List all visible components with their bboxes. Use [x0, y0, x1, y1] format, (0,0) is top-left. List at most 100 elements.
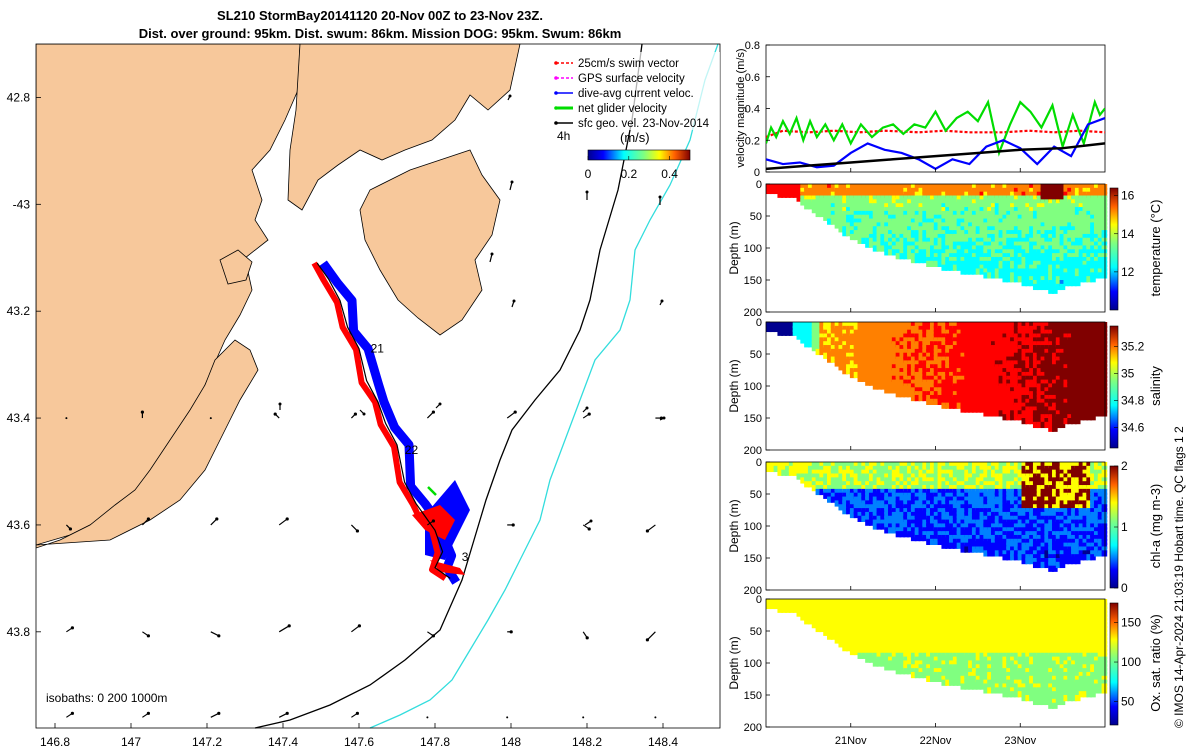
section-sample [880, 477, 887, 484]
section-sample [807, 473, 814, 480]
section-sample [846, 345, 852, 352]
section-sample [1086, 387, 1092, 394]
section-sample [979, 222, 986, 229]
section-sample [968, 322, 974, 329]
section-sample [1086, 230, 1092, 237]
section-sample [868, 345, 875, 352]
section-sample [1048, 187, 1054, 195]
section-sample [1071, 356, 1077, 363]
section-sample [926, 195, 932, 202]
section-sample [1036, 322, 1043, 329]
section-sample [895, 233, 902, 241]
section-sample [1074, 218, 1081, 225]
section-sample [1082, 364, 1089, 371]
section-sample [956, 237, 963, 244]
section-sample [876, 481, 883, 488]
section-sample [956, 195, 963, 202]
section-sample [1029, 383, 1035, 390]
section-sample [1002, 348, 1009, 356]
section-sample [994, 371, 1001, 379]
section-sample [865, 210, 871, 218]
section-sample [952, 360, 959, 367]
section-sample [891, 325, 898, 333]
section-sample [834, 214, 841, 221]
section-sample [1044, 368, 1051, 375]
section-sample [1021, 256, 1028, 264]
section-sample [1074, 280, 1081, 287]
section-sample [1090, 360, 1096, 367]
section-sample [956, 360, 963, 367]
section-sample [1029, 187, 1035, 195]
section-sample [865, 360, 871, 367]
section-sample [949, 488, 955, 496]
section-sample [960, 402, 967, 409]
section-sample [1071, 268, 1077, 275]
section-sample [1093, 191, 1100, 198]
section-sample [907, 465, 913, 473]
section-sample [1067, 237, 1073, 244]
section-sample [1017, 260, 1024, 267]
section-sample [1078, 364, 1085, 371]
section-sample [1002, 214, 1009, 221]
section-sample [1067, 379, 1073, 386]
section-sample [918, 187, 925, 195]
section-sample [868, 352, 875, 359]
section-sample [884, 329, 890, 336]
section-sample [1055, 218, 1062, 225]
section-sample [1010, 253, 1016, 260]
section-sample [994, 345, 1001, 352]
section-sample [876, 348, 883, 356]
section-sample [914, 253, 921, 260]
section-sample [941, 496, 948, 503]
section-sample [1074, 465, 1081, 473]
section-sample [994, 406, 1001, 413]
section-sample [1044, 402, 1051, 409]
section-sample [880, 329, 887, 336]
section-sample [1082, 333, 1089, 340]
section-sample [1086, 241, 1092, 248]
section-sample [865, 492, 871, 499]
section-sample [998, 542, 1005, 549]
section-sample [994, 226, 1001, 233]
section-sample [1059, 280, 1066, 287]
section-sample [1036, 465, 1043, 473]
section-sample [1010, 527, 1016, 534]
section-sample [933, 237, 940, 244]
section-sample [1090, 253, 1096, 260]
map-x-tick-label: 147.6 [344, 735, 374, 749]
section-sample [979, 195, 986, 202]
section-sample [937, 391, 944, 398]
section-sample [1021, 383, 1028, 390]
section-y-tick-label: 100 [744, 243, 762, 255]
section-sample [1040, 360, 1047, 367]
section-sample [1074, 203, 1081, 210]
section-sample [1052, 348, 1058, 356]
section-sample [929, 531, 936, 538]
section-sample [987, 492, 993, 499]
section-sample [998, 511, 1005, 519]
surface-vector-head [438, 402, 442, 406]
section-sample [834, 356, 841, 363]
section-sample [1059, 391, 1066, 398]
section-sample [1010, 272, 1016, 279]
section-sample [1093, 337, 1100, 344]
section-sample [1055, 511, 1062, 519]
section-sample [1044, 203, 1051, 210]
section-sample [922, 379, 928, 386]
section-sample [1044, 387, 1051, 394]
section-sample [1040, 352, 1047, 359]
section-sample [983, 383, 989, 390]
section-sample [1078, 245, 1085, 252]
section-sample [945, 352, 951, 359]
section-sample [1093, 402, 1100, 409]
section-sample [968, 184, 974, 191]
section-sample [956, 383, 963, 390]
section-sample [1086, 210, 1092, 218]
section-sample [868, 348, 875, 356]
surface-vector-dot [654, 716, 657, 719]
section-sample [1048, 264, 1054, 271]
section-sample [941, 383, 948, 390]
section-sample [807, 341, 814, 348]
section-sample [853, 184, 860, 191]
